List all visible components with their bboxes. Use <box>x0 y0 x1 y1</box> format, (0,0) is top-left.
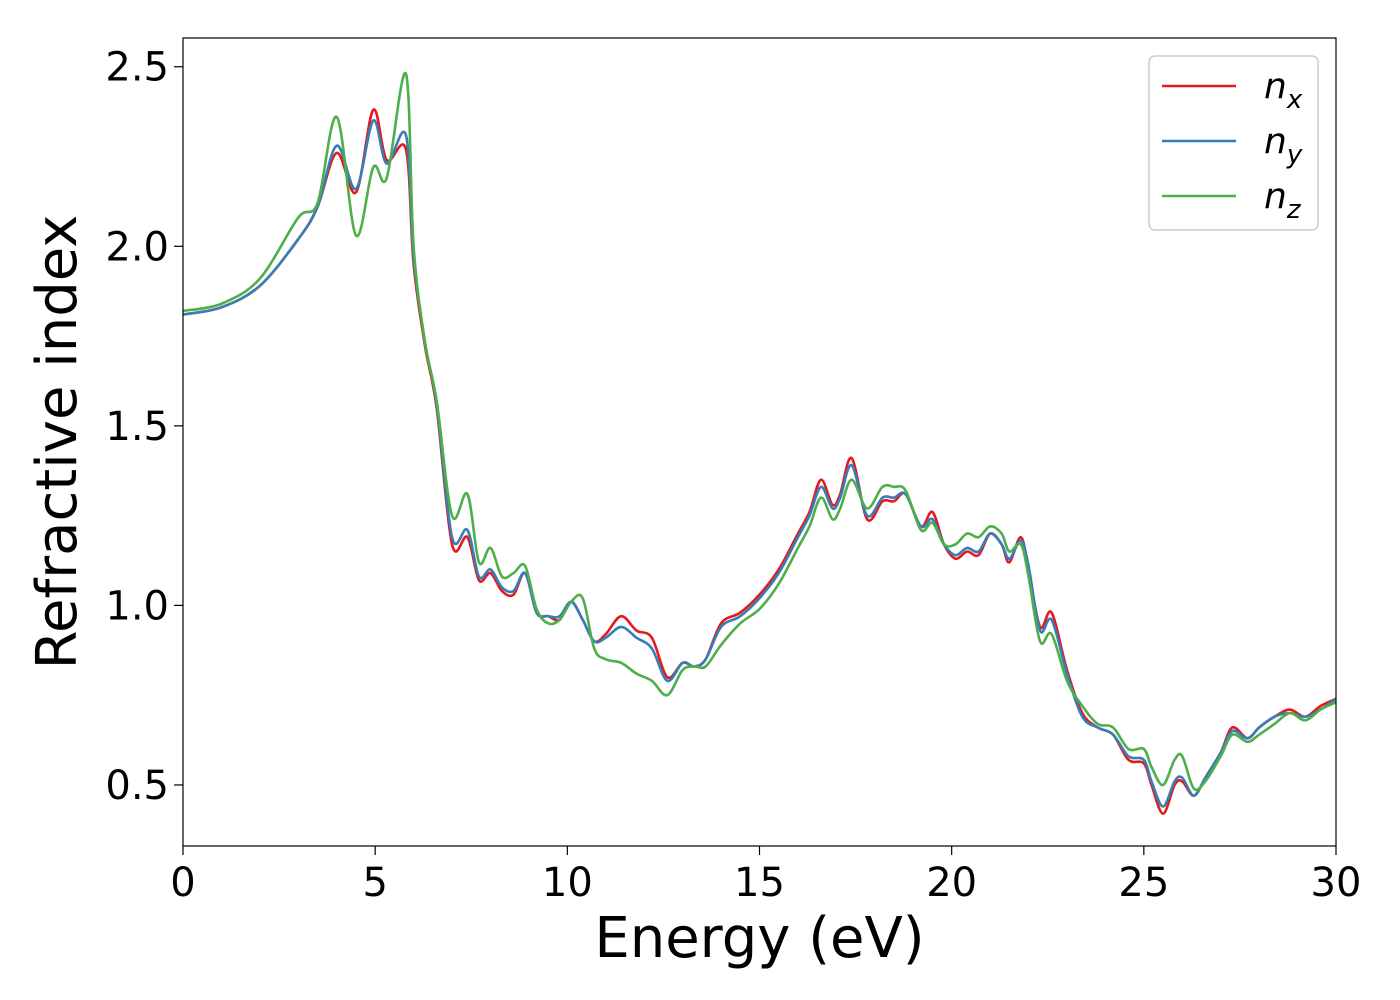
x-tick-label: 0 <box>170 860 195 906</box>
x-axis-title: Energy (eV) <box>594 906 924 971</box>
y-tick-label: 0.5 <box>105 763 169 809</box>
x-axis-ticks: 0 5 10 15 20 25 30 <box>170 846 1361 906</box>
y-tick-label: 1.5 <box>105 404 169 450</box>
y-tick-label: 2.5 <box>105 45 169 91</box>
x-tick-label: 5 <box>362 860 387 906</box>
legend-label-n-y: ny <box>1264 121 1303 170</box>
x-tick-label: 30 <box>1311 860 1362 906</box>
plot-lines <box>183 71 1336 815</box>
x-tick-label: 10 <box>542 860 593 906</box>
series-line-n-y <box>183 119 1336 808</box>
legend-label-n-x: nx <box>1264 66 1303 115</box>
legend: nx ny nz <box>1148 55 1319 231</box>
legend-box <box>1148 55 1319 231</box>
series-line-n-z <box>183 71 1336 792</box>
x-tick-label: 15 <box>734 860 785 906</box>
y-axis-ticks: 0.5 1.0 1.5 2.0 2.5 <box>105 45 183 809</box>
y-tick-label: 2.0 <box>105 224 169 270</box>
x-tick-label: 25 <box>1118 860 1169 906</box>
legend-label-n-z: nz <box>1264 176 1302 225</box>
y-axis-title: Refractive index <box>25 215 90 670</box>
y-tick-label: 1.0 <box>105 583 169 629</box>
x-tick-label: 20 <box>926 860 977 906</box>
